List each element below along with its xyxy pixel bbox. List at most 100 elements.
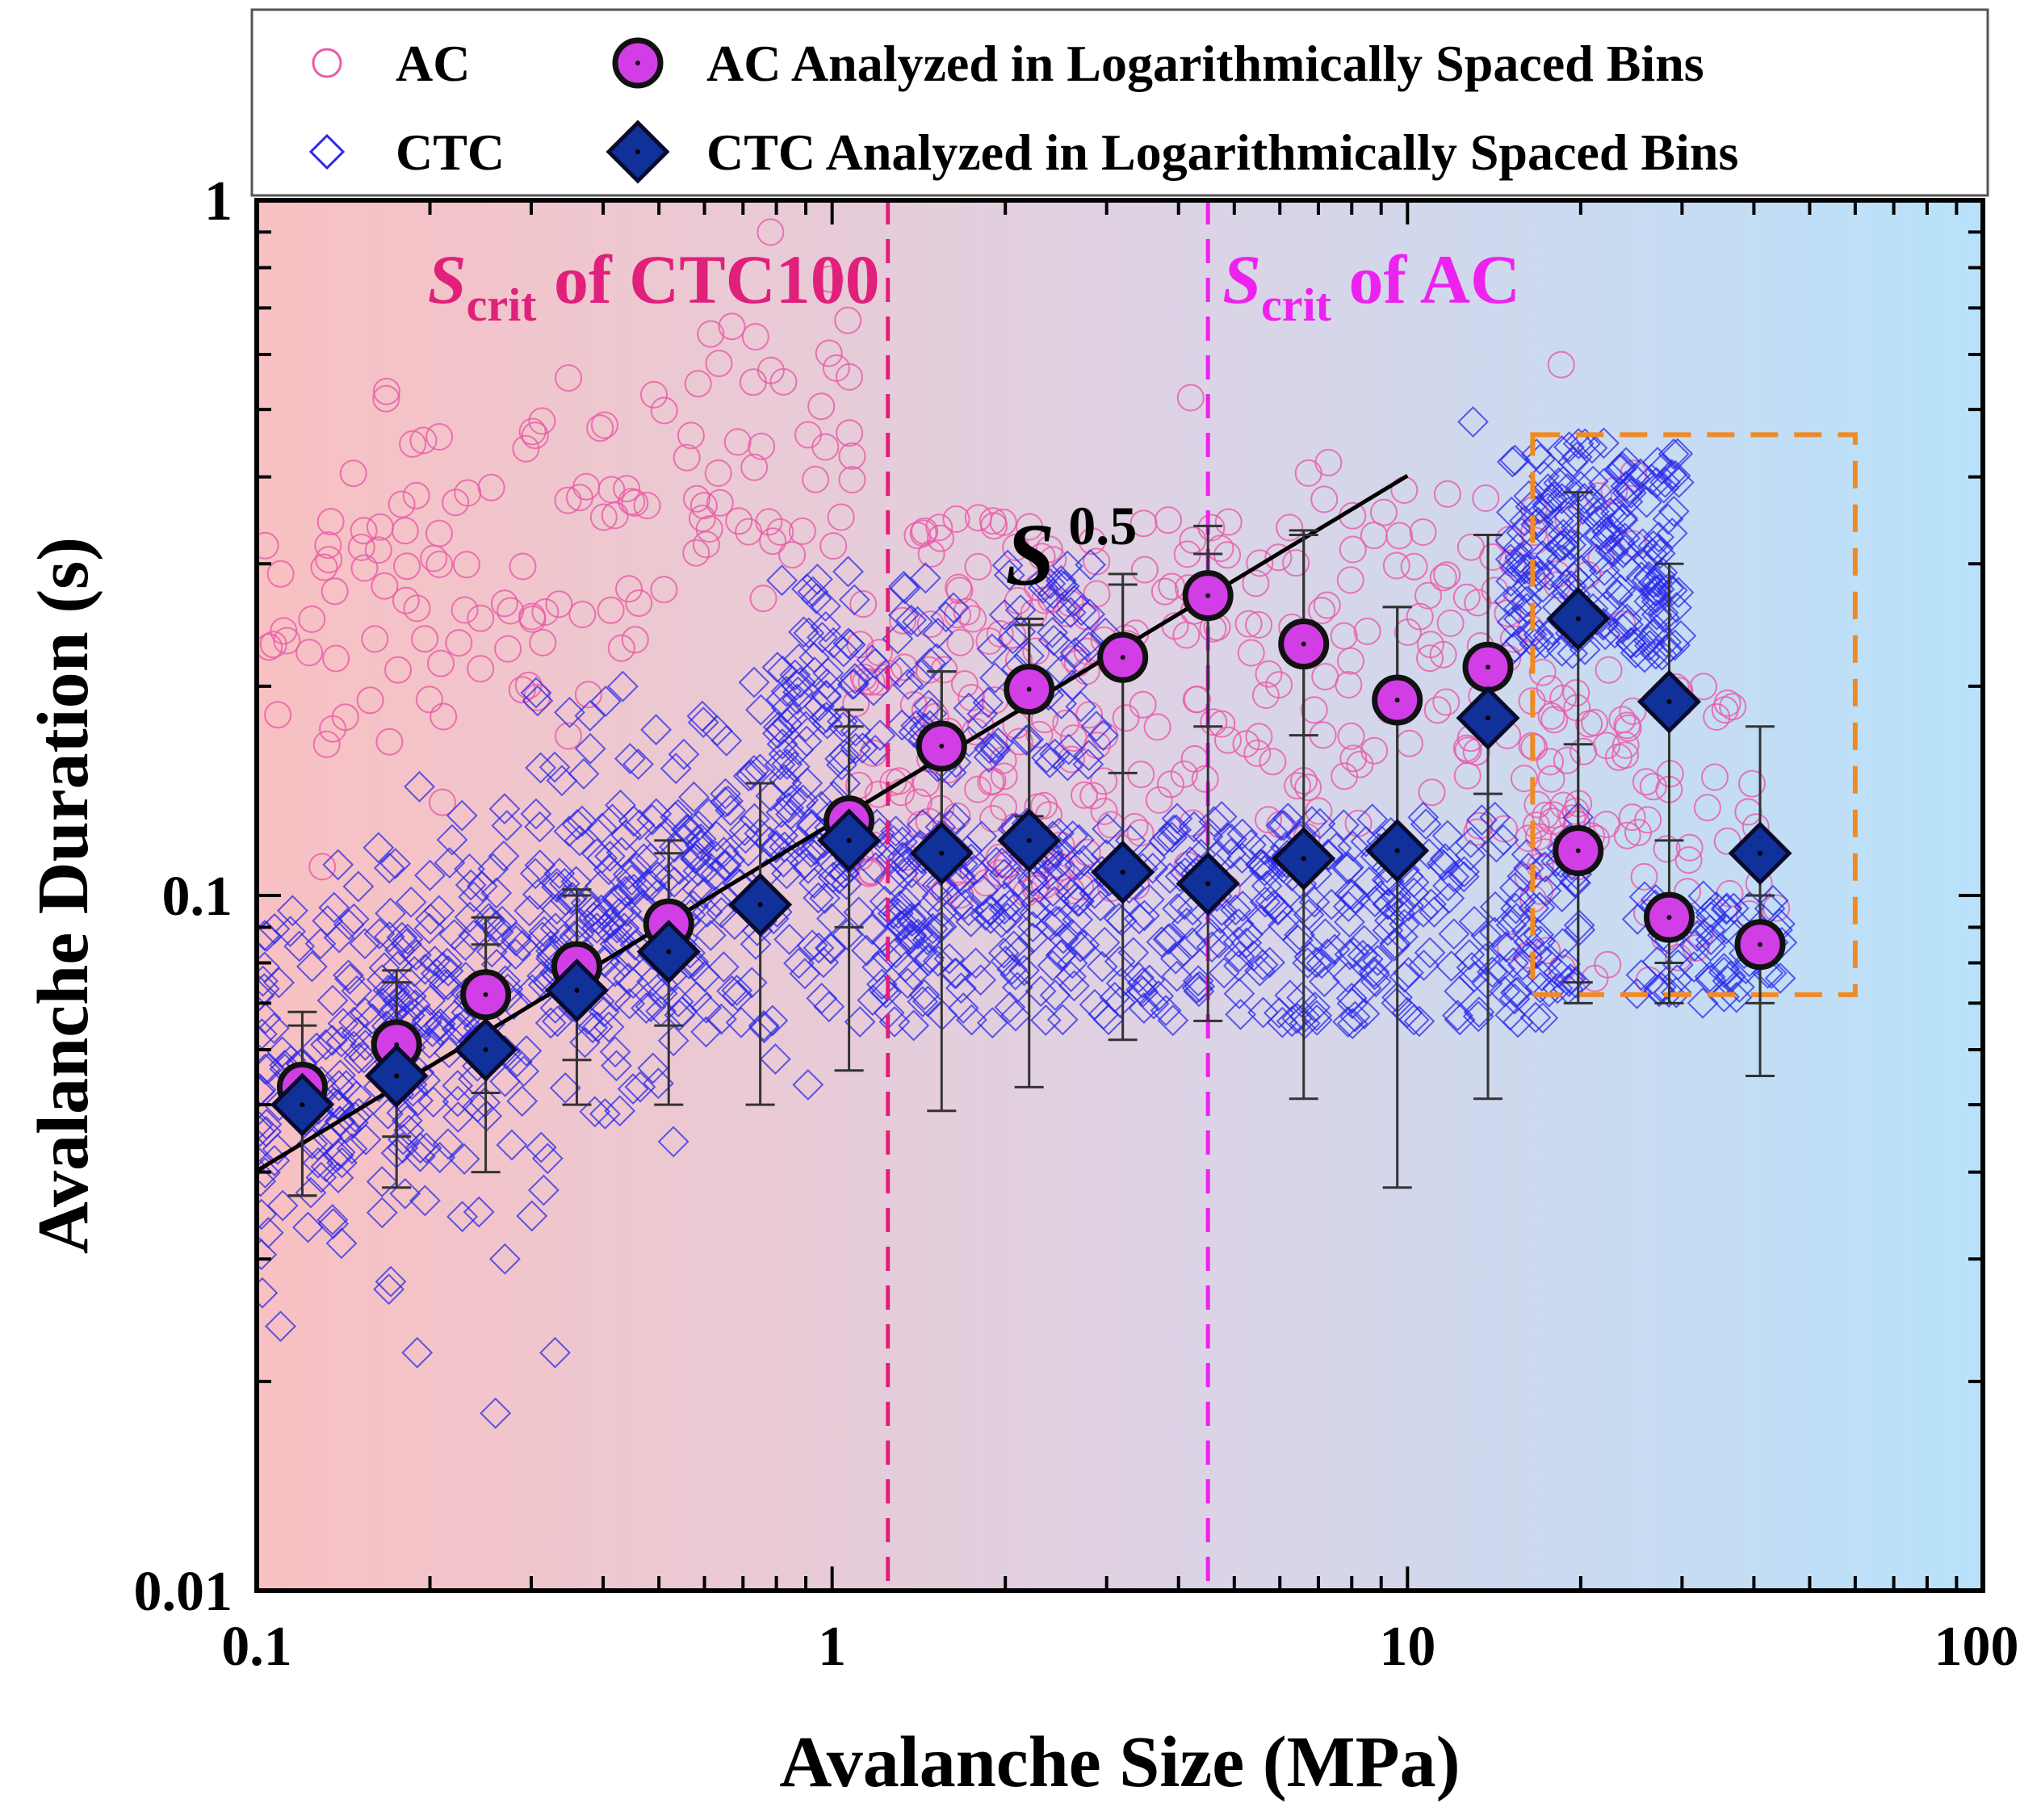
ctc-raw-point <box>1558 866 1590 898</box>
ctc-raw-point <box>1502 580 1534 612</box>
ctc-raw-point <box>1359 958 1391 991</box>
ctc-raw-point <box>640 714 673 746</box>
ac-raw-point <box>266 560 295 588</box>
ac-raw-point <box>1078 527 1106 556</box>
ac-raw-point <box>706 489 734 517</box>
ac-raw-point <box>613 475 641 503</box>
ac-raw-point <box>415 686 443 714</box>
ctc-raw-point <box>608 912 640 944</box>
ctc-raw-point <box>1441 1000 1473 1032</box>
ctc-raw-point <box>994 889 1026 921</box>
ctc-raw-point <box>534 929 567 962</box>
ctc-raw-point <box>986 847 1018 879</box>
ctc-raw-point <box>1499 551 1532 584</box>
ctc-raw-point <box>1502 532 1534 564</box>
ctc-raw-point <box>1479 891 1511 923</box>
ac-raw-point <box>621 489 649 517</box>
ctc-raw-point <box>1087 719 1119 752</box>
ctc-raw-point <box>1498 444 1531 476</box>
ctc-raw-point <box>432 969 464 1001</box>
ctc-raw-point <box>738 803 770 835</box>
ctc-raw-point <box>541 867 573 900</box>
legend-label: AC <box>396 35 470 92</box>
ac-raw-point <box>1594 950 1622 979</box>
ctc-raw-point <box>477 853 509 885</box>
ctc-raw-point <box>687 707 719 739</box>
ac-raw-point <box>1243 739 1272 767</box>
ac-raw-point <box>1570 737 1598 765</box>
ctc-raw-point <box>439 1000 471 1032</box>
ctc-raw-point <box>795 836 828 868</box>
ctc-raw-point <box>1086 950 1118 983</box>
ac-raw-point <box>1245 723 1273 751</box>
ctc-raw-point <box>673 814 704 845</box>
ctc-raw-point <box>1695 930 1727 962</box>
ctc-raw-point <box>732 835 765 867</box>
ac-raw-point <box>673 443 701 472</box>
ctc-raw-point <box>1711 892 1743 925</box>
ctc-raw-point <box>1513 480 1545 512</box>
ctc-raw-point <box>826 705 858 737</box>
ac-raw-point <box>1234 610 1263 638</box>
ctc-raw-point <box>337 903 370 935</box>
ctc-raw-point <box>1360 966 1392 998</box>
ac-raw-point <box>509 552 537 581</box>
ctc-raw-point <box>1656 574 1688 606</box>
ctc-raw-point <box>764 749 796 781</box>
ctc-raw-point <box>519 858 551 890</box>
ctc-raw-point <box>1017 866 1049 898</box>
ac-raw-point <box>321 577 349 606</box>
ctc-raw-point <box>905 936 937 968</box>
ctc-raw-point <box>660 753 692 785</box>
ctc-raw-point <box>840 732 872 765</box>
y-tick-label: 1 <box>204 170 233 233</box>
ac-raw-point <box>1305 797 1333 825</box>
ctc-raw-point <box>1545 544 1578 576</box>
ctc-raw-point <box>1527 540 1559 572</box>
ctc-raw-point <box>520 798 552 830</box>
ctc-raw-point <box>782 676 814 708</box>
ac-raw-point <box>1416 644 1444 673</box>
ctc-raw-point <box>1010 724 1042 757</box>
ctc-raw-point <box>956 1004 987 1036</box>
ctc-raw-point <box>1160 814 1192 846</box>
ac-raw-point <box>1418 778 1446 807</box>
ctc-raw-point <box>1511 571 1544 602</box>
ac-raw-point <box>1620 459 1648 488</box>
ac-raw-point <box>384 656 412 684</box>
ctc-raw-point <box>604 1095 636 1127</box>
ctc-raw-point <box>1695 901 1727 933</box>
ctc-raw-point <box>366 1166 398 1197</box>
ctc-raw-point <box>275 916 307 948</box>
ctc-raw-point <box>1427 849 1460 882</box>
ctc-raw-point <box>1658 495 1690 527</box>
ac-raw-point <box>312 730 341 758</box>
ctc-raw-point <box>448 1143 480 1175</box>
ctc-raw-point <box>1641 447 1674 479</box>
ctc-raw-point <box>1511 915 1543 947</box>
ctc-raw-point <box>1062 904 1094 936</box>
ctc-raw-point <box>1611 476 1644 509</box>
ctc-raw-point <box>815 933 847 965</box>
ctc-raw-point <box>1304 807 1336 840</box>
ctc-raw-point <box>708 849 740 882</box>
ac-raw-point <box>1632 768 1660 796</box>
ctc-raw-point <box>1646 639 1678 671</box>
ctc-binned-point-center <box>1486 715 1491 721</box>
ctc-raw-point <box>541 893 573 925</box>
ac-raw-point <box>827 503 855 531</box>
ctc-raw-point <box>1511 838 1543 870</box>
ctc-raw-point <box>878 824 909 857</box>
ctc-raw-point <box>1648 472 1680 504</box>
ctc-raw-point <box>793 617 825 649</box>
ctc-raw-point <box>1649 602 1680 634</box>
ctc-raw-point <box>1585 497 1616 529</box>
ctc-raw-point <box>1504 552 1536 585</box>
y-tick-label: 0.01 <box>134 1561 233 1623</box>
ctc-raw-point <box>766 728 798 760</box>
ctc-raw-point <box>432 1128 464 1160</box>
ctc-raw-point <box>1398 1004 1430 1036</box>
ac-raw-point <box>1553 746 1581 774</box>
ctc-raw-point <box>316 1024 348 1056</box>
ctc-raw-point <box>668 738 700 770</box>
